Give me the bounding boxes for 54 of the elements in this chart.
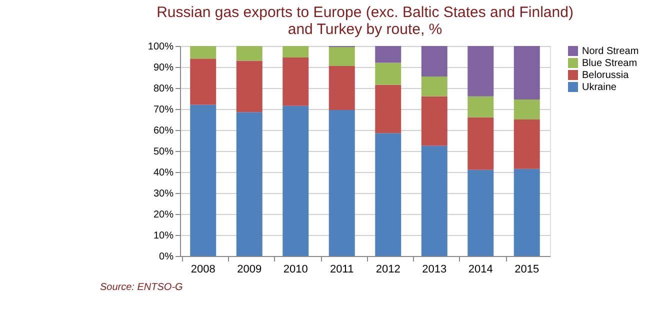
bar	[514, 100, 540, 120]
x-tick-label: 2009	[237, 264, 262, 276]
bar	[468, 46, 494, 96]
y-tick-label: 20%	[153, 210, 174, 220]
legend-label: Nord Stream	[582, 46, 639, 57]
bar	[375, 84, 402, 134]
bar	[375, 46, 402, 63]
bar	[282, 46, 309, 58]
bar	[328, 110, 355, 256]
bar	[468, 96, 494, 118]
y-tick-label: 50%	[153, 146, 174, 158]
source-note: Source: ENTSO-G	[100, 282, 184, 293]
legend-label: Blue Stream	[582, 58, 638, 69]
text: Russian gas exports to Europe (exc. Baltic States and Finland)	[156, 4, 574, 21]
y-tick-label: 40%	[153, 168, 174, 178]
y-tick-label: 10%	[153, 230, 174, 242]
bar	[421, 46, 448, 76]
y-tick-label: 60%	[153, 126, 174, 136]
bar	[514, 120, 540, 169]
bar	[514, 168, 540, 256]
bar	[282, 106, 309, 256]
bar	[468, 170, 494, 256]
x-tick-label: 2012	[376, 264, 400, 276]
y-tick-label: 0%	[159, 252, 174, 262]
bar	[190, 104, 216, 256]
y-tick-label: 100%	[148, 42, 174, 52]
y-tick-label: 90%	[153, 62, 174, 74]
bar	[190, 58, 216, 105]
bar	[421, 76, 448, 96]
legend-label: Ukraine	[582, 82, 617, 93]
x-tick-label: 2011	[330, 264, 354, 276]
y-tick-label: 80%	[153, 84, 174, 94]
bar	[236, 60, 262, 112]
y-tick-label: 30%	[153, 188, 174, 200]
x-tick-label: 2008	[190, 264, 216, 276]
bar	[375, 133, 402, 256]
bar	[468, 117, 494, 170]
bar	[282, 58, 309, 106]
bar	[421, 96, 448, 146]
bar	[514, 46, 540, 100]
x-tick-label: 2015	[514, 264, 540, 276]
bar	[236, 112, 262, 256]
text: and Turkey by route, %	[288, 21, 442, 38]
bar	[375, 62, 402, 85]
bar	[328, 47, 355, 66]
bar	[328, 66, 355, 110]
bar	[236, 46, 262, 61]
bar	[421, 146, 448, 256]
bar	[190, 46, 216, 59]
x-tick-label: 2013	[422, 264, 447, 276]
legend-label: Belorussia	[582, 70, 630, 81]
x-tick-label: 2014	[468, 264, 493, 276]
y-tick-label: 70%	[153, 104, 174, 116]
x-tick-label: 2010	[283, 264, 308, 276]
